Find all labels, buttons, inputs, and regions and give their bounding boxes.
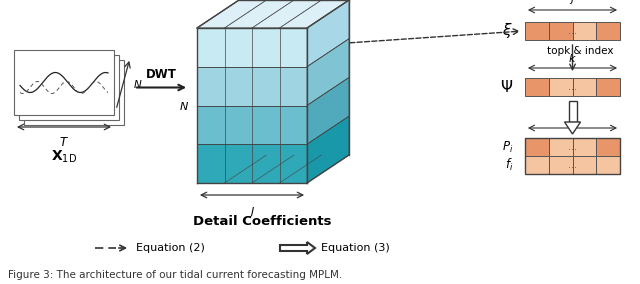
Text: Equation (3): Equation (3) (321, 243, 390, 253)
Text: ...: ... (568, 142, 577, 152)
Bar (573, 156, 596, 174)
Text: Detail Coefficients: Detail Coefficients (193, 215, 332, 228)
Bar (596, 78, 620, 96)
Text: $\mathbf{X}_{\mathrm{1D}}$: $\mathbf{X}_{\mathrm{1D}}$ (51, 149, 77, 165)
Polygon shape (307, 78, 349, 144)
Bar (525, 138, 620, 174)
Text: Equation (2): Equation (2) (136, 243, 205, 253)
Bar (548, 78, 573, 96)
Polygon shape (307, 116, 349, 183)
Text: $T$: $T$ (59, 136, 69, 149)
Bar (573, 138, 596, 156)
Text: DWT: DWT (146, 68, 177, 80)
Text: topk & index: topk & index (547, 46, 614, 56)
Text: $\xi$: $\xi$ (502, 22, 513, 41)
Polygon shape (307, 0, 349, 67)
Polygon shape (280, 242, 315, 254)
Text: $P_i$: $P_i$ (502, 139, 513, 154)
Bar (525, 78, 548, 96)
Polygon shape (307, 39, 349, 105)
Bar (548, 138, 573, 156)
Polygon shape (197, 144, 307, 183)
Text: ...: ... (568, 26, 577, 36)
Bar (525, 156, 548, 174)
Bar (596, 22, 620, 40)
Bar (525, 22, 548, 40)
Bar (573, 22, 596, 40)
Text: $f_i$: $f_i$ (504, 157, 513, 173)
Text: $\Psi$: $\Psi$ (500, 79, 513, 95)
Text: $J$: $J$ (248, 205, 255, 219)
Polygon shape (564, 122, 580, 134)
Bar (548, 22, 573, 40)
Bar (14, 50, 114, 115)
Text: ...: ... (568, 82, 577, 92)
Bar (24, 60, 124, 125)
Polygon shape (197, 28, 307, 67)
Bar (596, 138, 620, 156)
Text: Figure 3: The architecture of our tidal current forecasting MPLM.: Figure 3: The architecture of our tidal … (8, 270, 342, 280)
Text: $N$: $N$ (133, 78, 143, 90)
Bar (568, 101, 577, 122)
Polygon shape (197, 105, 307, 144)
Text: $N$: $N$ (179, 99, 189, 112)
Text: $k$: $k$ (568, 52, 577, 64)
Text: ...: ... (568, 160, 577, 170)
Bar (548, 156, 573, 174)
Bar (19, 55, 119, 120)
Bar (573, 78, 596, 96)
Polygon shape (197, 0, 349, 28)
Bar (596, 156, 620, 174)
Polygon shape (197, 67, 307, 105)
Text: $k$: $k$ (568, 112, 577, 124)
Bar (525, 138, 548, 156)
Text: $j$: $j$ (570, 0, 575, 6)
